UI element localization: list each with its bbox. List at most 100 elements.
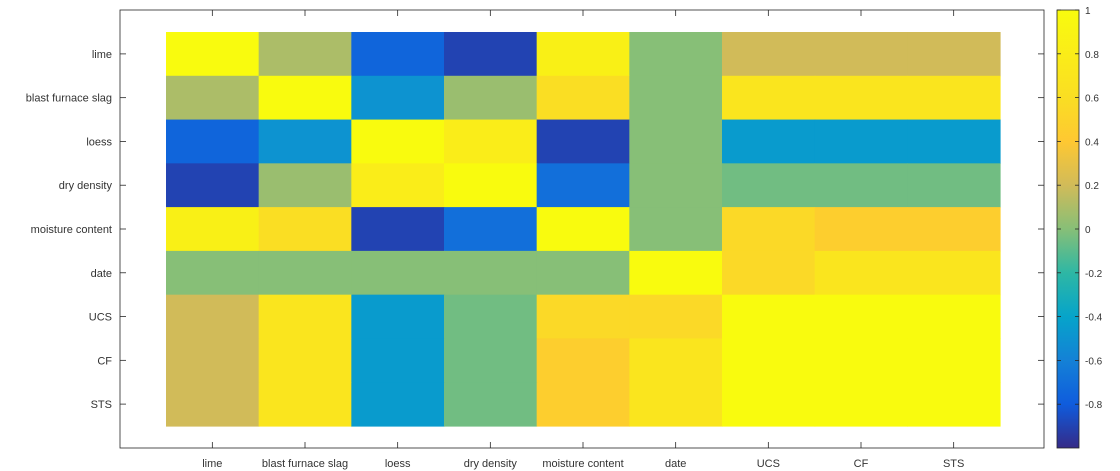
heatmap-cell (258, 250, 352, 296)
heatmap-cells (166, 32, 1001, 427)
heatmap-cell (629, 119, 723, 164)
heatmap-cell (166, 294, 260, 340)
heatmap-cell (814, 250, 908, 296)
heatmap-cell (258, 163, 352, 208)
heatmap-cell (351, 163, 445, 208)
heatmap-cell (351, 32, 445, 77)
y-tick-label: blast furnace slag (26, 93, 112, 105)
heatmap-cell (351, 75, 445, 121)
heatmap-cell (722, 294, 816, 340)
heatmap-cell (907, 294, 1001, 340)
heatmap-cell (536, 294, 630, 340)
heatmap-cell (166, 75, 260, 121)
heatmap-cell (351, 250, 445, 296)
y-tick-label: CF (97, 355, 112, 367)
heatmap-cell (629, 207, 723, 252)
y-tick-labels: lime blast furnace slag loess dry density mo… (26, 49, 113, 411)
heatmap-cell (444, 250, 538, 296)
heatmap-cell (907, 163, 1001, 208)
heatmap-cell (722, 338, 816, 383)
heatmap-cell (444, 163, 538, 208)
heatmap-cell (258, 32, 352, 77)
heatmap-cell (258, 294, 352, 340)
heatmap-cell (814, 207, 908, 252)
heatmap-cell (351, 294, 445, 340)
heatmap-cell (536, 163, 630, 208)
heatmap-cell (166, 338, 260, 383)
heatmap-cell (536, 75, 630, 121)
colorbar-tick-label: -0.2 (1085, 269, 1103, 280)
heatmap-cell (814, 75, 908, 121)
heatmap-cell (907, 207, 1001, 252)
heatmap-cell (907, 119, 1001, 164)
heatmap-cell (166, 32, 260, 77)
heatmap-cell (351, 207, 445, 252)
colorbar-tick-label: -0.8 (1085, 400, 1103, 411)
x-tick-label: dry density (464, 458, 518, 470)
heatmap-cell (166, 382, 260, 427)
heatmap-cell (907, 250, 1001, 296)
heatmap-cell (722, 207, 816, 252)
colorbar-tick-label: 1 (1085, 6, 1091, 17)
heatmap-cell (722, 32, 816, 77)
x-tick-label: CF (854, 458, 869, 470)
heatmap-cell (536, 119, 630, 164)
heatmap-cell (536, 207, 630, 252)
heatmap-cell (444, 75, 538, 121)
y-tick-label: date (91, 268, 112, 280)
heatmap-cell (258, 207, 352, 252)
heatmap-cell (166, 163, 260, 208)
heatmap-cell (258, 119, 352, 164)
heatmap-cell (907, 382, 1001, 427)
colorbar-tick-label: 0.2 (1085, 181, 1099, 192)
heatmap-cell (722, 119, 816, 164)
y-tick-label: loess (86, 136, 112, 148)
heatmap-cell (536, 382, 630, 427)
colorbar: 1 0.8 0.6 0.4 0.2 0 -0.2 -0.4 -0.6 -0.8 (1056, 6, 1103, 449)
heatmap-cell (722, 382, 816, 427)
heatmap-cell (258, 338, 352, 383)
heatmap-cell (907, 338, 1001, 383)
heatmap-cell (722, 75, 816, 121)
heatmap-cell (629, 250, 723, 296)
heatmap-cell (722, 250, 816, 296)
x-tick-label: lime (202, 458, 222, 470)
heatmap-cell (536, 32, 630, 77)
x-tick-label: loess (385, 458, 411, 470)
heatmap-cell (629, 338, 723, 383)
heatmap-cell (351, 119, 445, 164)
heatmap-cell (814, 382, 908, 427)
heatmap-cell (444, 338, 538, 383)
heatmap-cell (536, 250, 630, 296)
colorbar-tick-label: 0.8 (1085, 50, 1099, 61)
heatmap-cell (814, 294, 908, 340)
heatmap-cell (814, 163, 908, 208)
heatmap-cell (444, 294, 538, 340)
x-tick-label: blast furnace slag (262, 458, 348, 470)
x-tick-label: date (665, 458, 686, 470)
heatmap-cell (444, 207, 538, 252)
y-tick-label: STS (91, 399, 112, 411)
heatmap-cell (629, 294, 723, 340)
colorbar-tick-label: 0 (1085, 225, 1091, 236)
heatmap-cell (444, 119, 538, 164)
heatmap-cell (814, 32, 908, 77)
y-tick-label: moisture content (31, 224, 112, 236)
heatmap-cell (258, 382, 352, 427)
heatmap-cell (629, 163, 723, 208)
heatmap-cell (629, 32, 723, 77)
heatmap-cell (814, 338, 908, 383)
y-tick-label: UCS (89, 312, 112, 324)
heatmap-cell (814, 119, 908, 164)
heatmap-cell (907, 32, 1001, 77)
heatmap-cell (907, 75, 1001, 121)
heatmap-cell (258, 75, 352, 121)
x-tick-labels: lime blast furnace slag loess dry density mo… (202, 458, 964, 470)
heatmap-cell (351, 382, 445, 427)
colorbar-tick-label: 0.6 (1085, 94, 1099, 105)
heatmap-cell (444, 32, 538, 77)
heatmap-cell (722, 163, 816, 208)
axes-layer (119, 9, 1045, 449)
